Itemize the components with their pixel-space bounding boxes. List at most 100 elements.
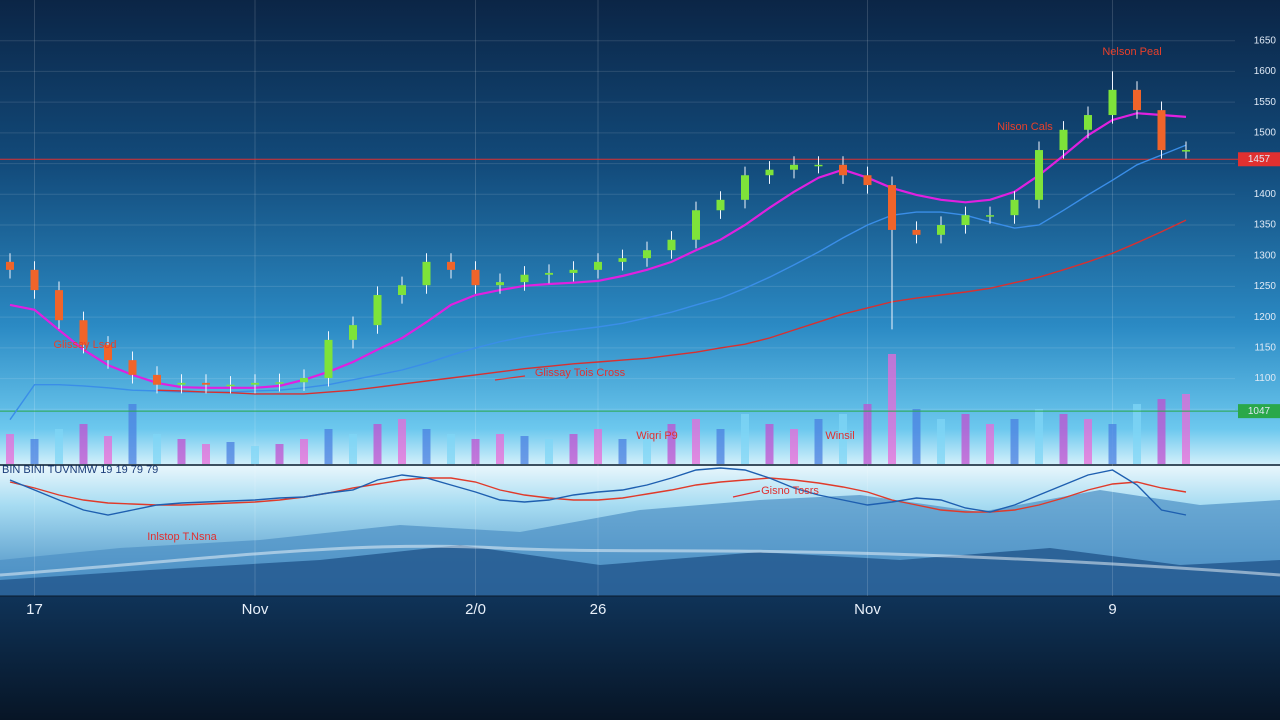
x-tick-label: Nov (854, 601, 881, 618)
candle-body (741, 175, 749, 200)
volume-bar (30, 439, 39, 464)
volume-bar (839, 414, 847, 464)
volume-bar (986, 424, 994, 464)
candle-body (912, 229, 921, 235)
candle-body (6, 261, 14, 270)
candle-body (1059, 129, 1068, 151)
annotation: Nilson Cals (997, 121, 1053, 133)
volume-bar (275, 444, 284, 464)
volume-bar (520, 436, 529, 464)
volume-bar (251, 446, 259, 464)
level-label: 1047 (1248, 406, 1271, 417)
candle-body (667, 239, 676, 251)
volume-bar (202, 444, 210, 464)
volume-bar (300, 439, 308, 464)
annotation-arrow (732, 490, 761, 498)
candle-body (422, 261, 431, 286)
candle-body (153, 374, 161, 385)
candle-body (618, 258, 627, 262)
candle-body (373, 295, 382, 326)
y-tick-label: 1600 (1254, 66, 1277, 77)
volume-bar (1035, 409, 1043, 464)
volume-bar (398, 419, 406, 464)
candle-body (324, 339, 333, 378)
candle-body (349, 325, 357, 340)
candle-body (986, 215, 994, 217)
candle-body (1133, 89, 1141, 111)
footer (0, 596, 1280, 720)
y-tick-label: 1250 (1254, 281, 1277, 292)
level-tag (1238, 404, 1280, 419)
volume-bar (716, 429, 725, 464)
candle-body (1182, 150, 1190, 152)
volume-bar (153, 434, 161, 464)
price-panel (0, 0, 1280, 466)
volume-bar (1059, 414, 1068, 464)
candle-body (961, 215, 970, 225)
candle-body (839, 164, 847, 176)
x-tick-label: 2/0 (465, 601, 486, 618)
candle-body (55, 290, 63, 321)
candle-body (251, 382, 259, 385)
y-tick-label: 1400 (1254, 189, 1277, 200)
volume-bar (496, 434, 504, 464)
volume-bar (422, 429, 431, 464)
x-tick-label: Nov (242, 601, 269, 618)
volume-bar (961, 414, 970, 464)
volume-bar (667, 424, 676, 464)
indicator-line (9, 467, 1187, 516)
volume-bar (55, 429, 63, 464)
candle-body (937, 225, 945, 235)
candle-body (863, 175, 872, 186)
volume-bar (349, 434, 357, 464)
candle-body (300, 377, 308, 383)
candle-body (1157, 110, 1166, 151)
volume-bar (104, 436, 112, 464)
volume-bar (373, 424, 382, 464)
annotation: Inlstop T.Nsna (147, 531, 217, 543)
annotation: Glissay Lsod (54, 339, 117, 351)
candle-body (545, 272, 553, 275)
volume-bar (814, 419, 823, 464)
volume-bar (912, 409, 921, 464)
volume-bar (888, 354, 896, 464)
candle-body (177, 382, 186, 385)
candle-body (888, 185, 896, 230)
volume-bar (618, 439, 627, 464)
volume-bar (790, 429, 798, 464)
candle-body (765, 169, 774, 176)
candle-body (1108, 89, 1117, 116)
y-tick-label: 1500 (1254, 127, 1277, 138)
candle-body (202, 382, 210, 385)
volume-bar (324, 429, 333, 464)
candle-body (275, 382, 284, 384)
candle-body (1084, 115, 1092, 130)
candle-body (447, 261, 455, 270)
y-tick-label: 1300 (1254, 250, 1277, 261)
volume-bar (594, 429, 602, 464)
candle-body (1035, 150, 1043, 200)
volume-bar (643, 434, 651, 464)
candle-body (716, 199, 725, 211)
candle-body (1010, 199, 1019, 216)
level-tag (1238, 152, 1280, 167)
volume-bar (937, 419, 945, 464)
candle-body (30, 269, 39, 291)
volume-bar (569, 434, 578, 464)
candle-body (692, 210, 700, 240)
annotation: Winsil (825, 430, 854, 442)
candle-body (104, 344, 112, 361)
x-tick-label: 9 (1108, 601, 1116, 618)
volume-bar (79, 424, 88, 464)
volume-bar (545, 439, 553, 464)
y-tick-label: 1650 (1254, 35, 1277, 46)
volume-bar (6, 434, 14, 464)
y-tick-label: 1150 (1254, 342, 1276, 353)
y-tick-label: 1350 (1254, 220, 1277, 231)
volume-bar (1133, 404, 1141, 464)
candle-body (594, 261, 602, 270)
annotation: BIN BINI TUVNMW 19 19 79 79 (2, 464, 158, 476)
volume-bar (1010, 419, 1019, 464)
ma-line (156, 219, 1187, 395)
